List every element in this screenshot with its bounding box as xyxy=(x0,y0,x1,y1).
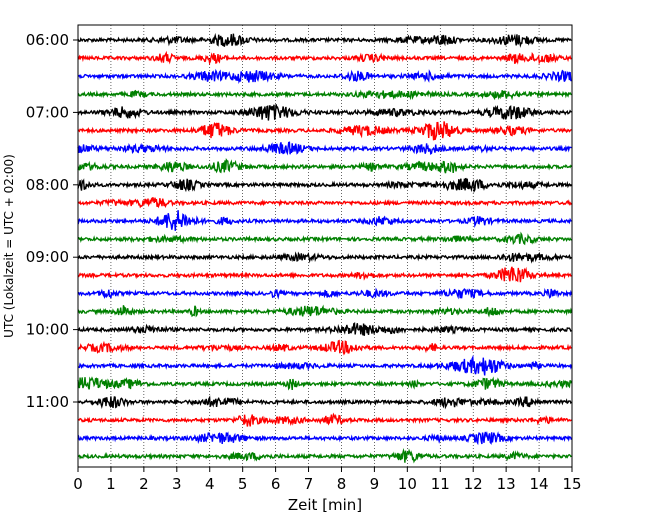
seismogram-trace xyxy=(77,121,572,141)
x-tick-label: 5 xyxy=(238,475,248,493)
x-tick-label: 2 xyxy=(139,475,149,493)
x-tick-label: 12 xyxy=(464,475,483,493)
y-tick-label: 09:00 xyxy=(26,248,69,266)
seismogram-trace xyxy=(77,354,573,376)
seismogram-trace xyxy=(77,231,573,246)
y-axis-ticks: 06:00 07:00 08:00 09:00 10:00 11:00 xyxy=(26,31,78,411)
x-tick-label: 6 xyxy=(271,475,281,493)
x-tick-label: 4 xyxy=(205,475,215,493)
seismogram-trace xyxy=(77,50,572,66)
x-tick-label: 14 xyxy=(530,475,549,493)
x-tick-label: 9 xyxy=(370,475,380,493)
seismogram-trace xyxy=(77,339,572,356)
seismogram-trace xyxy=(77,412,572,427)
seismogram-trace xyxy=(77,304,573,318)
trace-group xyxy=(77,32,573,464)
y-tick-label: 08:00 xyxy=(26,176,69,194)
y-tick-label: 10:00 xyxy=(26,321,69,339)
x-axis-label: Zeit [min] xyxy=(288,496,362,514)
seismogram-trace xyxy=(77,376,573,391)
seismogram-trace xyxy=(77,251,573,264)
seismogram-trace xyxy=(77,287,573,300)
x-axis-ticks: 0 1 2 3 4 5 6 7 8 9 10 11 12 13 14 15 xyxy=(73,467,582,493)
seismogram-trace xyxy=(77,141,572,156)
seismogram-trace xyxy=(77,395,573,410)
x-tick-label: 13 xyxy=(497,475,516,493)
x-tick-label: 8 xyxy=(337,475,347,493)
seismogram-trace xyxy=(77,32,572,48)
seismogram-trace xyxy=(77,210,572,231)
y-tick-label: 07:00 xyxy=(26,103,69,121)
y-tick-label: 11:00 xyxy=(26,393,69,411)
seismogram-trace xyxy=(77,431,573,446)
x-tick-label: 11 xyxy=(431,475,450,493)
seismogram-trace xyxy=(77,177,573,194)
seismogram-trace xyxy=(77,68,573,84)
seismogram-trace xyxy=(77,322,572,336)
seismogram-trace xyxy=(77,266,572,283)
plot-frame xyxy=(77,24,573,468)
x-tick-label: 15 xyxy=(562,475,581,493)
seismogram-trace xyxy=(77,448,572,464)
seismogram-trace xyxy=(77,197,573,209)
x-tick-label: 0 xyxy=(73,475,83,493)
seismogram-trace xyxy=(77,89,573,101)
y-axis-label: UTC (Lokalzeit = UTC + 02:00) xyxy=(2,154,16,338)
x-tick-label: 1 xyxy=(106,475,116,493)
x-tick-label: 3 xyxy=(172,475,182,493)
y-tick-label: 06:00 xyxy=(26,31,69,49)
seismogram-trace xyxy=(77,158,573,174)
x-tick-label: 10 xyxy=(398,475,417,493)
seismogram-trace xyxy=(77,104,572,121)
x-tick-label: 7 xyxy=(304,475,314,493)
